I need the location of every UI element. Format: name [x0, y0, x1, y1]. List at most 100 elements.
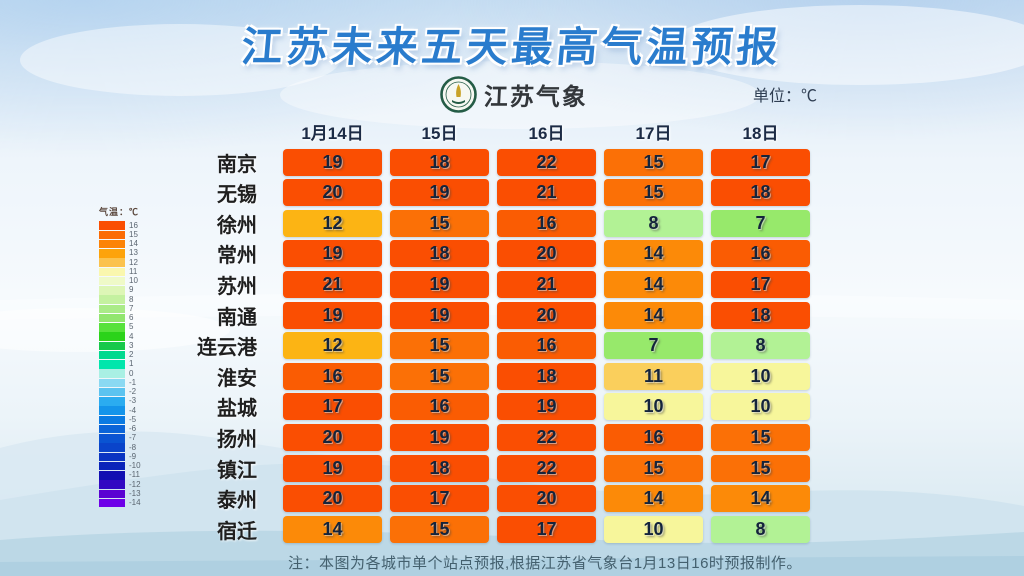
- legend-item: 0: [99, 369, 141, 378]
- legend-temp-label: -11: [129, 470, 140, 480]
- legend-item: 12: [99, 258, 141, 267]
- temp-cell: 15: [711, 454, 810, 482]
- temp-cell: 22: [497, 454, 596, 482]
- legend-temp-label: 12: [129, 257, 138, 267]
- legend-item: -10: [99, 462, 141, 471]
- temp-cell: 22: [497, 148, 596, 176]
- temp-cell: 15: [711, 423, 810, 451]
- city-label: 徐州: [217, 214, 257, 237]
- temp-cell: 18: [497, 362, 596, 390]
- temp-cell: 15: [390, 362, 489, 390]
- legend-color-swatch: [99, 221, 125, 230]
- legend-item: 6: [99, 314, 141, 323]
- legend-temp-label: 9: [129, 285, 134, 295]
- legend-color-swatch: [99, 378, 125, 388]
- date-header: 1月14日: [301, 124, 364, 143]
- legend-temp-label: 14: [129, 239, 138, 249]
- legend-temp-label: 6: [129, 313, 134, 323]
- legend-item: 1: [99, 360, 141, 369]
- legend-item: 16: [99, 221, 141, 230]
- legend-color-swatch: [99, 304, 125, 314]
- footer-note: 注：本图为各城市单个站点预报,根据江苏省气象台1月13日16时预报制作。: [288, 555, 802, 572]
- legend-item: 3: [99, 340, 141, 351]
- temp-cell: 18: [390, 454, 489, 482]
- legend-color-swatch: [99, 443, 125, 452]
- legend-color-swatch: [99, 323, 125, 332]
- legend-item: -9: [99, 452, 141, 462]
- table-corner: [160, 118, 275, 145]
- city-label: 无锡: [217, 184, 257, 207]
- temp-cell: 17: [711, 270, 810, 298]
- temp-cell: 10: [604, 515, 703, 543]
- legend-item: 11: [99, 267, 141, 277]
- legend-item: 14: [99, 240, 141, 249]
- legend-temp-label: -8: [129, 442, 137, 452]
- legend-temp-label: -2: [129, 387, 137, 397]
- jiangsu-meteorology-logo: 江苏气象: [440, 76, 589, 113]
- city-label: 南京: [217, 153, 257, 176]
- legend-temp-label: 16: [129, 220, 138, 230]
- legend-color-swatch: [99, 249, 125, 258]
- temp-cell: 16: [604, 423, 703, 451]
- legend-temp-label: 0: [129, 368, 134, 378]
- legend-color-swatch: [99, 313, 125, 323]
- temp-cell: 11: [604, 362, 703, 390]
- legend-item: -13: [99, 488, 141, 499]
- temp-cell: 19: [390, 270, 489, 298]
- temp-cell: 15: [604, 148, 703, 176]
- temp-cell: 12: [283, 332, 382, 360]
- legend-color-swatch: [99, 258, 125, 267]
- legend-item: -4: [99, 406, 141, 415]
- legend-item: 7: [99, 303, 141, 314]
- temp-cell: 14: [604, 485, 703, 513]
- temp-cell: 8: [604, 209, 703, 237]
- legend-item: -7: [99, 434, 141, 443]
- temp-cell: 16: [497, 332, 596, 360]
- legend-temp-label: 2: [129, 350, 134, 360]
- legend-item: 8: [99, 295, 141, 304]
- legend-color-swatch: [99, 295, 125, 304]
- city-label: 镇江: [217, 459, 257, 482]
- page-title: 江苏未来五天最高气温预报: [239, 24, 784, 70]
- legend-temp-label: 3: [129, 340, 134, 350]
- legend-temp-label: -5: [129, 414, 137, 424]
- temp-cell: 19: [390, 301, 489, 329]
- legend-temp-label: 7: [129, 303, 134, 313]
- city-label: 盐城: [217, 398, 257, 421]
- legend-color-swatch: [99, 424, 125, 434]
- temp-cell: 19: [283, 301, 382, 329]
- temp-cell: 18: [711, 301, 810, 329]
- temp-cell: 20: [497, 240, 596, 268]
- temp-cell: 19: [283, 148, 382, 176]
- legend-temp-label: -14: [129, 498, 141, 508]
- temp-cell: 18: [390, 148, 489, 176]
- temp-cell: 19: [283, 454, 382, 482]
- temp-cell: 15: [390, 332, 489, 360]
- temp-cell: 12: [283, 209, 382, 237]
- temp-cell: 14: [283, 515, 382, 543]
- temp-cell: 20: [497, 485, 596, 513]
- temp-cell: 19: [497, 393, 596, 421]
- temp-cell: 22: [497, 423, 596, 451]
- legend-color-swatch: [99, 286, 125, 295]
- temp-cell: 16: [711, 240, 810, 268]
- legend-temp-label: 1: [129, 359, 134, 369]
- legend-item: 15: [99, 230, 141, 240]
- legend-temp-label: -13: [129, 488, 141, 498]
- temp-cell: 8: [711, 332, 810, 360]
- temp-cell: 14: [604, 301, 703, 329]
- legend-temp-label: 13: [129, 248, 138, 258]
- legend-item: -5: [99, 414, 141, 425]
- legend-color-swatch: [99, 341, 125, 351]
- legend-temp-label: -6: [129, 424, 137, 434]
- temp-cell: 17: [711, 148, 810, 176]
- legend-color-swatch: [99, 498, 125, 508]
- temp-cell: 8: [711, 515, 810, 543]
- temp-cell: 20: [283, 179, 382, 207]
- temp-cell: 14: [604, 270, 703, 298]
- temp-cell: 19: [390, 423, 489, 451]
- city-label: 扬州: [217, 428, 257, 451]
- temp-cell: 15: [604, 454, 703, 482]
- temp-cell: 15: [390, 515, 489, 543]
- legend-color-swatch: [99, 489, 125, 499]
